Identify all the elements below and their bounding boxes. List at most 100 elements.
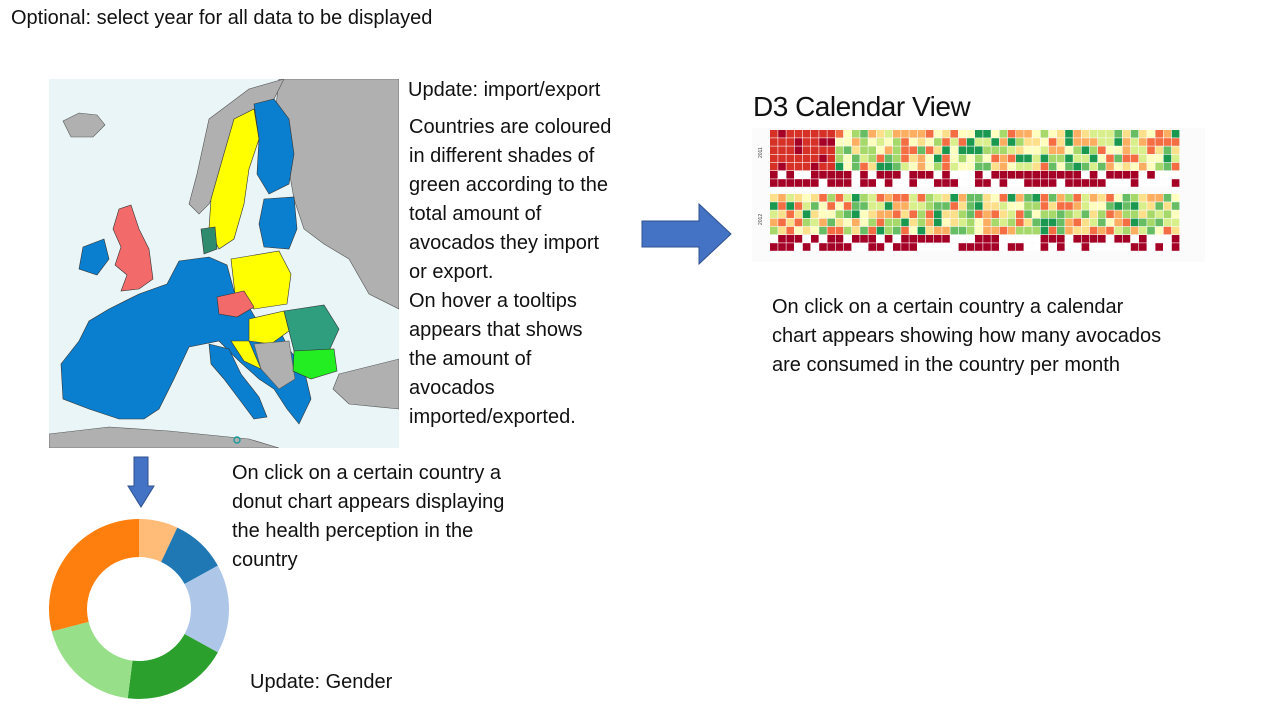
calendar-cell — [770, 235, 778, 243]
calendar-cell — [1122, 130, 1131, 138]
map-description: Countries are coloured in different shad… — [409, 116, 612, 428]
calendar-cell — [770, 179, 778, 187]
calendar-cell — [1098, 243, 1106, 251]
calendar-cell — [1048, 235, 1057, 243]
calendar-cell — [1098, 154, 1106, 163]
calendar-cell — [876, 235, 885, 243]
calendar-cell — [1106, 226, 1114, 235]
calendar-cell — [901, 130, 909, 138]
calendar-cell — [884, 194, 893, 202]
calendar-cell — [1139, 146, 1147, 154]
calendar-cell — [975, 218, 983, 227]
calendar-cell — [876, 130, 885, 138]
calendar-cell — [1073, 162, 1081, 171]
calendar-cell — [778, 154, 786, 163]
calendar-cell — [835, 194, 844, 202]
calendar-cell — [942, 235, 950, 243]
calendar-cell — [794, 243, 803, 251]
calendar-cell — [1073, 194, 1081, 202]
calendar-cell — [852, 194, 860, 202]
calendar-cell — [1040, 243, 1049, 251]
calendar-cell — [901, 210, 909, 218]
donut-slice[interactable] — [139, 519, 178, 562]
calendar-cell — [811, 226, 819, 235]
calendar-cell — [1073, 210, 1081, 218]
calendar-cell — [991, 202, 999, 210]
calendar-cell — [876, 194, 885, 202]
calendar-cell — [1106, 138, 1114, 146]
calendar-cell — [1007, 138, 1016, 146]
calendar-cell — [1073, 171, 1081, 179]
top-note: Optional: select year for all data to be… — [11, 7, 433, 29]
map-finland — [253, 98, 295, 195]
calendar-cell — [827, 179, 835, 187]
donut-slice[interactable] — [161, 527, 218, 584]
calendar-cell — [966, 138, 975, 146]
calendar-cell — [893, 218, 901, 227]
calendar-cell — [770, 194, 778, 202]
calendar-cell — [999, 130, 1008, 138]
calendar-cell — [802, 235, 811, 243]
donut-chart[interactable] — [48, 518, 230, 700]
calendar-cell — [1016, 154, 1024, 163]
calendar-cell — [868, 235, 876, 243]
calendar-cell — [1024, 162, 1032, 171]
calendar-cell — [934, 146, 942, 154]
calendar-cell — [794, 171, 803, 179]
calendar-cell — [860, 210, 868, 218]
calendar-cell — [1130, 243, 1139, 251]
calendar-cell — [802, 194, 811, 202]
calendar-cell — [852, 226, 860, 235]
calendar-cell — [1163, 226, 1172, 235]
calendar-cell — [1024, 130, 1032, 138]
calendar-cell — [868, 210, 876, 218]
calendar-cell — [884, 243, 893, 251]
calendar-cell — [811, 130, 819, 138]
calendar-cell — [811, 210, 819, 218]
calendar-cell — [1106, 146, 1114, 154]
calendar-cell — [1057, 194, 1065, 202]
calendar-cell — [925, 226, 934, 235]
calendar-cell — [770, 138, 778, 146]
europe-map[interactable] — [49, 79, 399, 448]
calendar-cell — [1032, 179, 1040, 187]
calendar-cell — [1130, 210, 1139, 218]
calendar-cell — [1024, 243, 1032, 251]
calendar-cell — [975, 226, 983, 235]
calendar-cell — [876, 162, 885, 171]
calendar-cell — [893, 130, 901, 138]
calendar-cell — [778, 194, 786, 202]
calendar-cell — [778, 218, 786, 227]
calendar-cell — [1065, 194, 1073, 202]
calendar-cell — [1130, 171, 1139, 179]
calendar-cell — [893, 154, 901, 163]
donut-slice[interactable] — [48, 519, 139, 632]
calendar-cell — [819, 154, 827, 163]
calendar-cell — [1098, 210, 1106, 218]
donut-slice[interactable] — [127, 634, 218, 699]
calendar-cell — [827, 138, 835, 146]
calendar-cell — [1065, 226, 1073, 235]
map-turkey — [332, 358, 399, 410]
calendar-cell — [983, 235, 991, 243]
calendar-cell — [1073, 235, 1081, 243]
calendar-cell — [876, 202, 885, 210]
calendar-cell — [819, 235, 827, 243]
calendar-cell — [991, 154, 999, 163]
calendar-cell — [1114, 171, 1122, 179]
calendar-cell — [893, 171, 901, 179]
calendar-cell — [827, 243, 835, 251]
calendar-cell — [1147, 210, 1155, 218]
calendar-cell — [1016, 243, 1024, 251]
donut-slice[interactable] — [184, 565, 229, 653]
calendar-cell — [819, 146, 827, 154]
calendar-cell — [1139, 235, 1147, 243]
calendar-cell — [811, 235, 819, 243]
calendar-cell — [819, 226, 827, 235]
calendar-cell — [852, 218, 860, 227]
calendar-cell — [1098, 235, 1106, 243]
calendar-description: On click on a certain country a calendar… — [772, 296, 1162, 376]
calendar-cell — [1081, 218, 1090, 227]
donut-slice[interactable] — [51, 621, 133, 699]
calendar-cell — [835, 154, 844, 163]
